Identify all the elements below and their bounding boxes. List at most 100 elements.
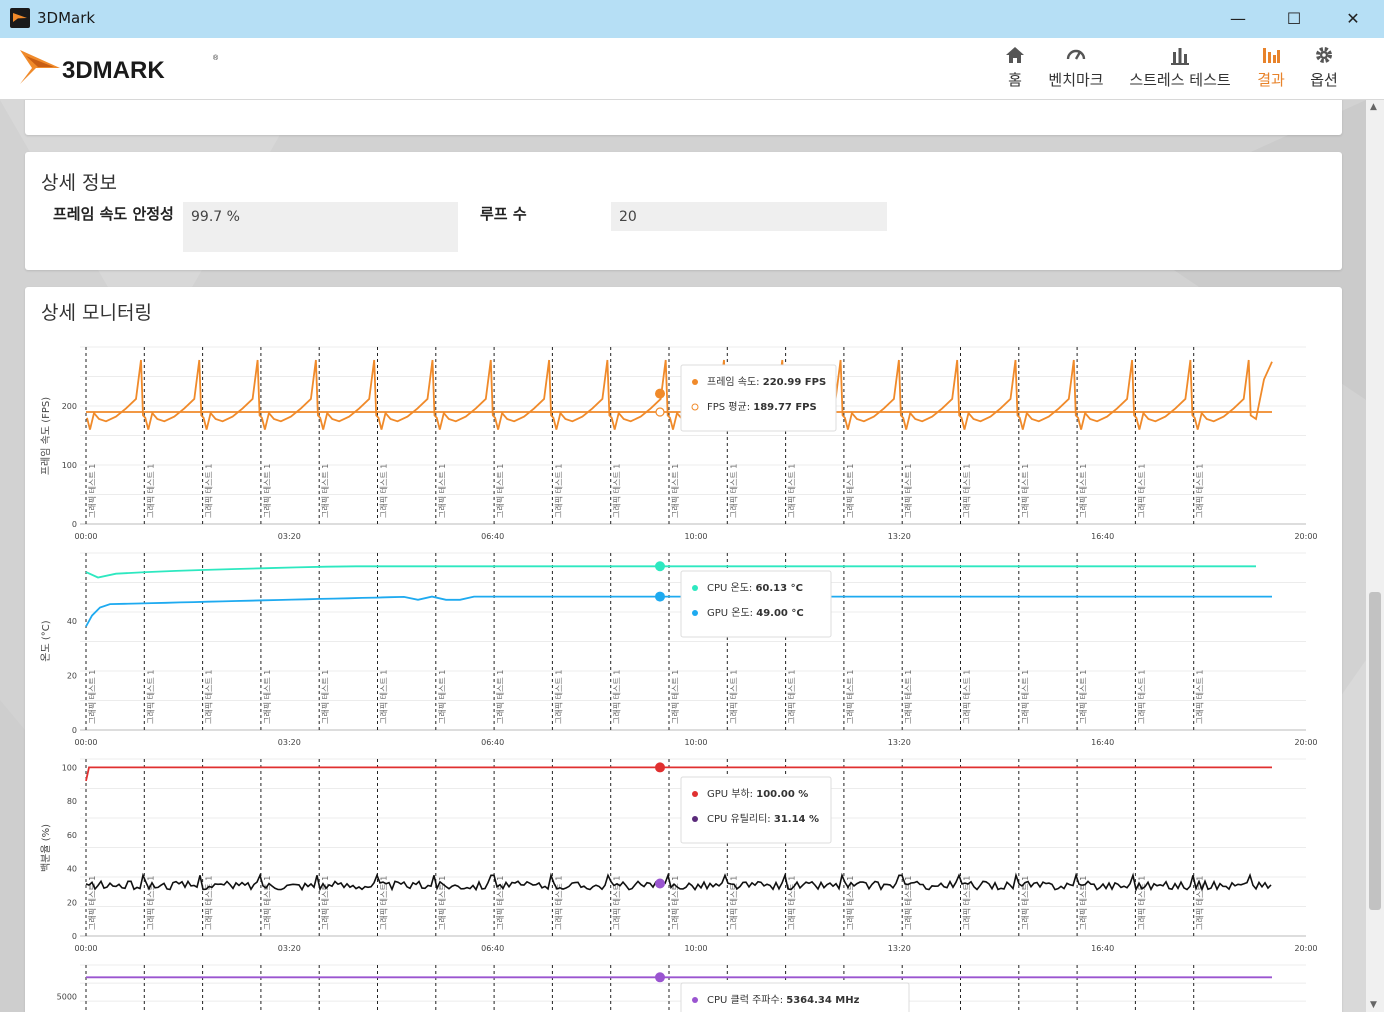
- nav-benchmarks[interactable]: 벤치마크: [1044, 44, 1108, 90]
- loop-marker-label: 그래픽 테스트 1: [1136, 670, 1146, 724]
- monitoring-title: 상세 모니터링: [41, 302, 152, 324]
- scrollbar[interactable]: ▲ ▼: [1366, 100, 1384, 1012]
- tooltip-label: FPS 평균:: [707, 401, 753, 413]
- loop-marker-label: 그래픽 테스트 1: [1078, 464, 1088, 518]
- x-tick-label: 03:20: [278, 532, 301, 541]
- loop-marker-label: 그래픽 테스트 1: [553, 876, 563, 930]
- y-tick-label: 0: [72, 726, 77, 735]
- y-axis-title: 백분율 (%): [40, 824, 52, 872]
- series-line-1: [85, 766, 1272, 782]
- loop-marker-label: 그래픽 테스트 1: [1195, 876, 1205, 930]
- current-point-marker: [655, 878, 665, 889]
- tooltip-label: CPU 온도:: [707, 582, 755, 594]
- loop-marker-label: 그래픽 테스트 1: [962, 464, 972, 518]
- tooltip-swatch: [692, 379, 698, 385]
- loop-marker-label: 그래픽 테스트 1: [145, 464, 155, 518]
- close-button[interactable]: ✕: [1346, 9, 1360, 28]
- app-header: 3DMARK ® 홈 벤치마크 스트레스 테스트 결과 옵션: [0, 38, 1384, 100]
- loop-marker-label: 그래픽 테스트 1: [670, 876, 680, 930]
- chart-tooltip: CPU 온도: 60.13 °C GPU 온도: 49.00 °C: [680, 570, 832, 638]
- y-tick-label: 0: [72, 932, 77, 941]
- loop-marker-label: 그래픽 테스트 1: [670, 464, 680, 518]
- tooltip-text: CPU 클럭 주파수: 5364.34 MHz: [707, 994, 860, 1006]
- loop-marker-label: 그래픽 테스트 1: [553, 464, 563, 518]
- frame-stability-value: 99.7 %: [183, 202, 458, 252]
- tooltip-swatch: [692, 816, 698, 822]
- results-content: 상세 정보 프레임 속도 안정성 99.7 % 루프 수 20 상세 모니터링: [0, 100, 1366, 1012]
- 3dmark-logo[interactable]: 3DMARK ®: [18, 44, 223, 88]
- chart-panel-3: 0 20 40 60 80 100 00:00 03:20 06:40 10:00 13:20 16:…: [40, 758, 1318, 953]
- loop-marker-label: 그래픽 테스트 1: [787, 464, 797, 518]
- y-tick-label: 20: [67, 672, 77, 681]
- series-line-2: [85, 872, 1272, 893]
- loop-marker-label: 그래픽 테스트 1: [262, 876, 272, 930]
- app-icon: [10, 8, 30, 28]
- loop-marker-label: 그래픽 테스트 1: [262, 464, 272, 518]
- x-tick-label: 03:20: [278, 944, 301, 953]
- x-tick-label: 16:40: [1091, 738, 1114, 747]
- loop-marker-label: 그래픽 테스트 1: [670, 670, 680, 724]
- nav-stress-tests-label: 스트레스 테스트: [1129, 71, 1231, 89]
- tooltip-text: GPU 부하: 100.00 %: [707, 787, 808, 800]
- loop-marker-label: 그래픽 테스트 1: [437, 464, 447, 518]
- nav-options-label: 옵션: [1310, 71, 1338, 89]
- bar-chart-icon: [1171, 48, 1189, 65]
- loop-marker-label: 그래픽 테스트 1: [379, 670, 389, 724]
- tooltip-value: 189.77 FPS: [753, 402, 816, 413]
- tooltip-swatch: [692, 585, 698, 591]
- tooltip-value: 220.99 FPS: [763, 377, 826, 388]
- details-title: 상세 정보: [41, 172, 117, 194]
- logo-wordmark: 3DMARK: [62, 57, 165, 84]
- results-icon: [1263, 48, 1280, 63]
- nav-results[interactable]: 결과: [1253, 44, 1289, 90]
- tooltip-swatch: [692, 610, 698, 616]
- maximize-button[interactable]: ☐: [1286, 9, 1302, 28]
- minimize-button[interactable]: —: [1230, 9, 1246, 28]
- loop-marker-label: 그래픽 테스트 1: [204, 670, 214, 724]
- y-tick-label: 200: [62, 402, 77, 411]
- loop-marker-label: 그래픽 테스트 1: [262, 670, 272, 724]
- x-tick-label: 20:00: [1294, 532, 1317, 541]
- current-point-marker: [655, 388, 665, 399]
- title-bar: 3DMark — ☐ ✕: [0, 0, 1384, 38]
- loop-marker-label: 그래픽 테스트 1: [903, 670, 913, 724]
- scrollbar-thumb[interactable]: [1369, 592, 1381, 910]
- nav-options[interactable]: 옵션: [1307, 44, 1341, 90]
- nav-benchmarks-label: 벤치마크: [1048, 71, 1104, 89]
- loop-marker-label: 그래픽 테스트 1: [1078, 876, 1088, 930]
- x-tick-label: 13:20: [888, 532, 911, 541]
- loop-marker-label: 그래픽 테스트 1: [845, 670, 855, 724]
- scroll-up-arrow-icon[interactable]: ▲: [1370, 102, 1377, 112]
- previous-card: [25, 100, 1342, 135]
- loop-marker-label: 그래픽 테스트 1: [437, 670, 447, 724]
- loop-marker-label: 그래픽 테스트 1: [320, 670, 330, 724]
- chart-tooltip: 프레임 속도: 220.99 FPS FPS 평균: 189.77 FPS: [680, 364, 837, 432]
- y-tick-label: 80: [67, 797, 77, 806]
- window-title: 3DMark: [37, 9, 96, 27]
- current-point-marker: [655, 591, 665, 602]
- loops-value: 20: [611, 202, 887, 231]
- scroll-down-arrow-icon[interactable]: ▼: [1370, 1000, 1377, 1010]
- loop-marker-label: 그래픽 테스트 1: [728, 670, 738, 724]
- loop-marker-label: 그래픽 테스트 1: [787, 876, 797, 930]
- chart-panel-4: 5000 CPU 클럭 주파수: 5364.34 MHz: [57, 964, 1306, 1012]
- nav-home[interactable]: 홈: [1001, 44, 1029, 90]
- loop-marker-label: 그래픽 테스트 1: [87, 876, 97, 930]
- current-point-marker: [655, 972, 665, 983]
- nav-stress-tests[interactable]: 스트레스 테스트: [1126, 44, 1234, 90]
- tooltip-label: GPU 부하:: [707, 787, 756, 800]
- tooltip-label: CPU 유틸리티:: [707, 812, 774, 825]
- loop-marker-label: 그래픽 테스트 1: [962, 876, 972, 930]
- tooltip-value: 100.00 %: [756, 789, 808, 800]
- loop-marker-label: 그래픽 테스트 1: [1195, 670, 1205, 724]
- loop-marker-label: 그래픽 테스트 1: [1020, 464, 1030, 518]
- y-axis-title: 프레임 속도 (FPS): [39, 397, 52, 475]
- loop-marker-label: 그래픽 테스트 1: [437, 876, 447, 930]
- tooltip-value: 60.13 °C: [755, 583, 802, 594]
- series-line-1: [85, 565, 1256, 579]
- nav-home-label: 홈: [1008, 71, 1022, 89]
- current-point-marker: [655, 762, 665, 773]
- loop-marker-label: 그래픽 테스트 1: [145, 876, 155, 930]
- tooltip-value: 31.14 %: [774, 814, 819, 825]
